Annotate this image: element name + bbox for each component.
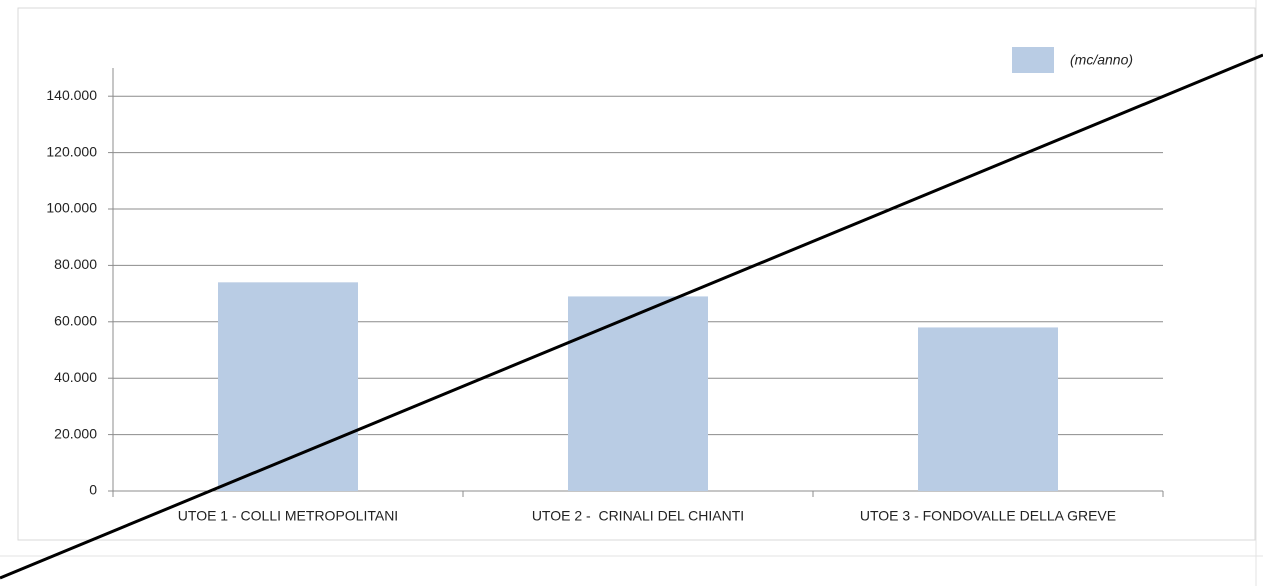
y-tick-label: 20.000	[54, 425, 97, 441]
legend-swatch	[1012, 47, 1054, 73]
overlay-line	[0, 53, 1263, 580]
bar	[568, 296, 708, 491]
y-tick-label: 0	[89, 482, 97, 498]
legend-label: (mc/anno)	[1070, 52, 1133, 68]
y-tick-label: 120.000	[46, 143, 97, 159]
x-tick-label: UTOE 1 - COLLI METROPOLITANI	[178, 508, 398, 524]
plot: 0 20.000 40.000 60.000 80.000 100.000 120.000 1…	[46, 68, 1164, 524]
y-tick-label: 140.000	[46, 87, 97, 103]
bar	[218, 282, 358, 491]
bar	[918, 327, 1058, 491]
y-tick-label: 100.000	[46, 200, 97, 216]
y-tick-label: 80.000	[54, 256, 97, 272]
x-tick-label: UTOE 3 - FONDOVALLE DELLA GREVE	[860, 508, 1116, 524]
y-tick-label: 60.000	[54, 313, 97, 329]
y-tick-label: 40.000	[54, 369, 97, 385]
x-tick-label: UTOE 2 - CRINALI DEL CHIANTI	[532, 508, 744, 524]
